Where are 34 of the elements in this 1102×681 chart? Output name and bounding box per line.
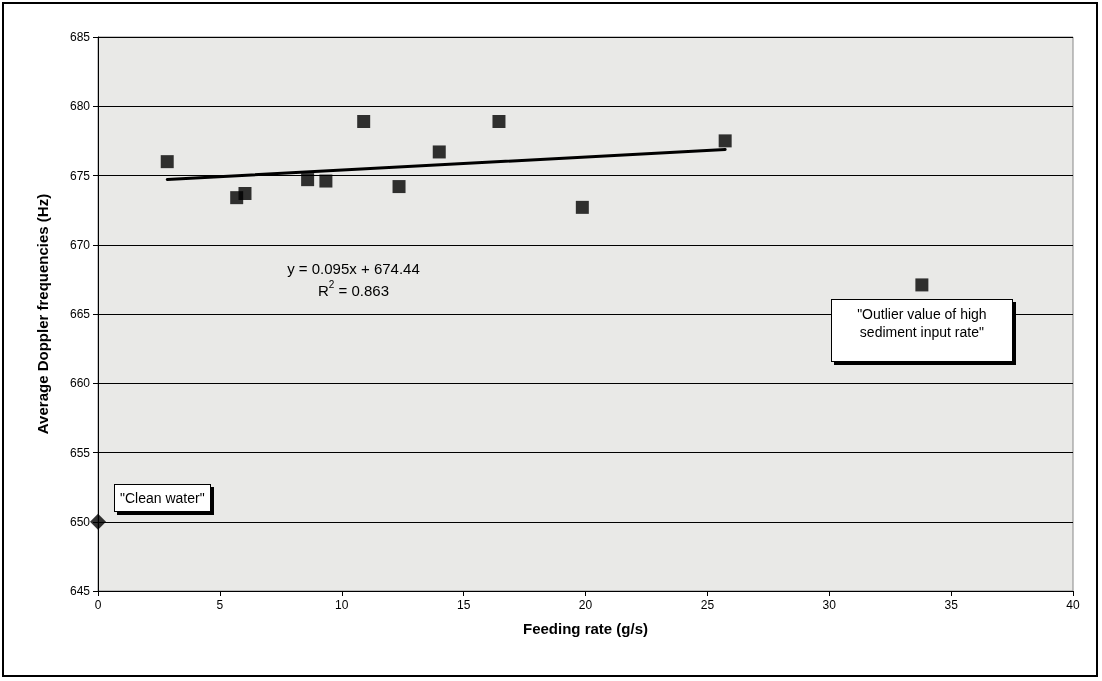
point xyxy=(915,278,929,292)
point xyxy=(319,174,333,188)
x-tick-label: 5 xyxy=(216,598,224,612)
y-tick-label: 685 xyxy=(69,30,91,44)
point xyxy=(160,155,174,169)
y-tick-label: 675 xyxy=(69,168,91,183)
y-tick-label: 680 xyxy=(69,99,91,114)
point xyxy=(432,145,446,159)
y-tick-label: 645 xyxy=(69,584,91,598)
x-tick-label: 10 xyxy=(335,598,349,612)
point xyxy=(90,513,106,530)
callout-box: "Outlier value of high sediment input rate" xyxy=(830,298,1013,362)
x-tick-label: 30 xyxy=(822,598,837,612)
y-tick-label: 665 xyxy=(69,307,91,321)
point xyxy=(718,134,732,148)
x-tick-label: 20 xyxy=(578,598,593,612)
point xyxy=(301,173,315,187)
y-tick-label: 670 xyxy=(69,237,91,252)
x-tick-label: 0 xyxy=(94,598,102,612)
x-tick-label: 15 xyxy=(456,598,471,612)
y-tick-label: 655 xyxy=(69,445,91,460)
x-tick-label: 25 xyxy=(700,598,715,612)
point xyxy=(575,200,589,214)
y-tick-label: 650 xyxy=(69,514,91,529)
x-tick-label: 40 xyxy=(1066,598,1080,612)
point xyxy=(392,180,406,194)
y-axis-title: Average Doppler frequencies (Hz) xyxy=(34,193,51,435)
point xyxy=(238,187,252,201)
y-tick-label: 660 xyxy=(69,376,91,391)
x-axis-title: Feeding rate (g/s) xyxy=(522,620,649,637)
callout-box: "Clean water" xyxy=(114,483,211,512)
point xyxy=(357,114,371,128)
point xyxy=(492,114,506,128)
x-tick-label: 35 xyxy=(944,598,959,612)
